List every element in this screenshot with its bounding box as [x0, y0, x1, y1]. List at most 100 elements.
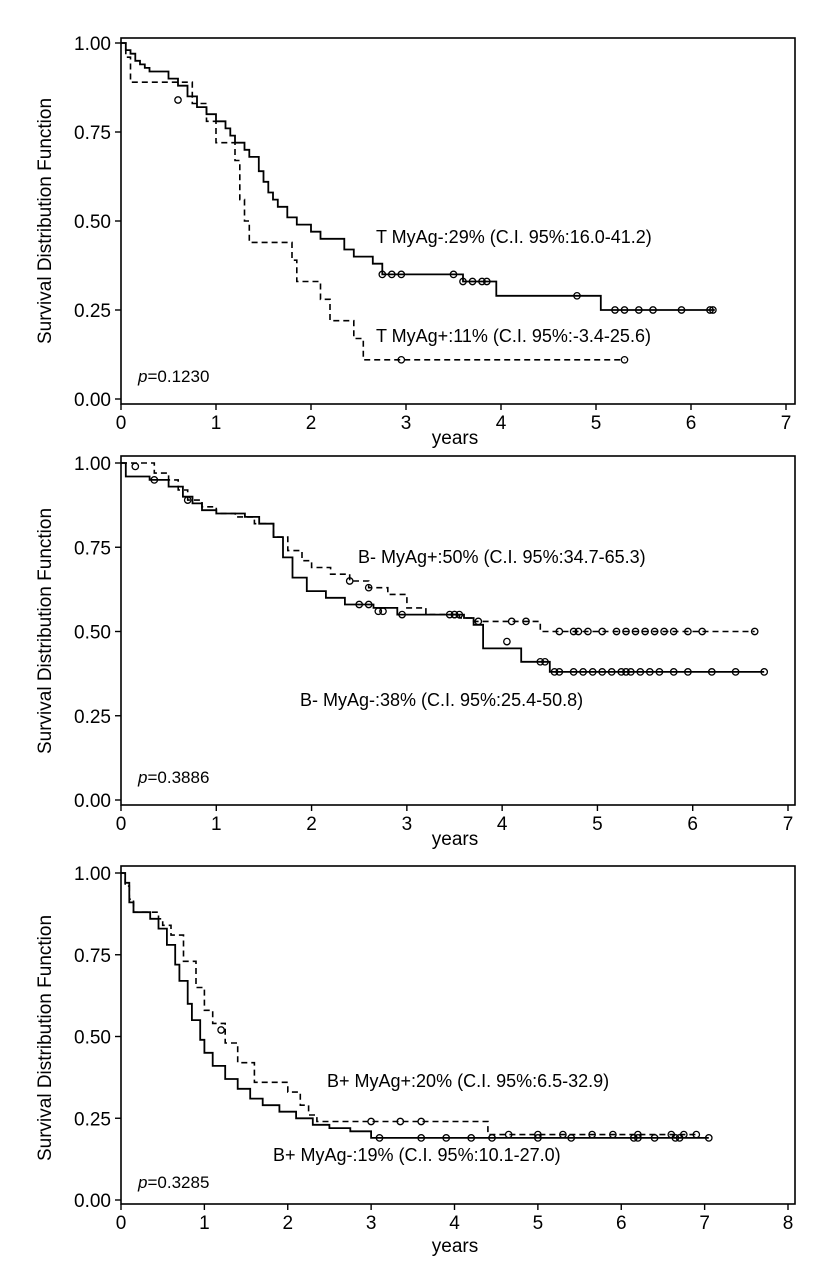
- censor-mark: [541, 657, 549, 666]
- axis-ticks: 0 1 2 3 4 5 6 7 8 0.00 0.25 0.50 0.75 1.00: [74, 864, 793, 1234]
- censor-mark: [622, 627, 630, 636]
- survival-curve-solid: [121, 462, 765, 673]
- censor-mark: [478, 277, 486, 286]
- censor-mark: [671, 1134, 680, 1142]
- x-tick-label: 1: [211, 413, 222, 434]
- censor-mark: [750, 627, 759, 636]
- x-tick-label: 3: [366, 1213, 377, 1234]
- y-tick-label: 0.00: [74, 1191, 111, 1212]
- censor-mark: [677, 306, 686, 314]
- x-tick-label: 3: [401, 413, 412, 434]
- censor-mark: [598, 627, 607, 636]
- censor-mark: [550, 668, 559, 676]
- x-tick-label: 1: [211, 814, 222, 835]
- censor-mark: [607, 668, 616, 676]
- y-tick-label: 0.50: [74, 1028, 111, 1049]
- censor-mark: [598, 668, 607, 676]
- x-tick-label: 0: [116, 814, 127, 835]
- censor-mark: [760, 668, 769, 676]
- censor-mark: [704, 1134, 713, 1142]
- y-tick-label: 0.25: [74, 301, 111, 322]
- censor-mark: [588, 668, 597, 676]
- x-tick-label: 2: [306, 814, 317, 835]
- series-label-t-myag-pos: T MyAg+:11% (C.I. 95%:-3.4-25.6): [376, 326, 651, 346]
- censor-mark: [649, 306, 657, 314]
- censor-mark: [620, 355, 629, 364]
- survival-curves: [121, 872, 713, 1142]
- censor-mark: [622, 668, 630, 676]
- p-value: p=0.3886: [137, 768, 209, 787]
- censor-mark: [417, 1117, 426, 1126]
- censor-mark: [459, 277, 467, 286]
- censor-mark: [375, 1134, 384, 1142]
- censor-mark: [612, 627, 621, 636]
- y-tick-label: 0.25: [74, 1109, 111, 1130]
- censor-mark: [660, 627, 668, 636]
- x-tick-label: 0: [116, 413, 127, 434]
- censor-mark: [367, 1117, 375, 1126]
- x-tick-label: 5: [591, 413, 602, 434]
- x-axis-title: years: [432, 829, 478, 850]
- censor-mark: [636, 668, 645, 676]
- series-label-b-neg-myag-pos: B- MyAg+:50% (C.I. 95%:34.7-65.3): [358, 547, 646, 567]
- censor-mark: [631, 627, 640, 636]
- censor-mark: [555, 668, 564, 676]
- censor-mark: [488, 1134, 496, 1142]
- plot-frame: [120, 455, 796, 806]
- censor-mark: [675, 1134, 684, 1142]
- censor-mark: [629, 1134, 638, 1142]
- p-value: p=0.3285: [137, 1173, 209, 1192]
- censor-mark: [569, 668, 578, 676]
- y-tick-label: 0.25: [74, 707, 111, 728]
- censor-mark: [355, 600, 364, 609]
- censor-mark: [174, 96, 182, 104]
- censor-mark: [707, 668, 716, 676]
- x-tick-label: 0: [116, 1213, 127, 1234]
- y-tick-label: 0.00: [74, 390, 111, 411]
- x-tick-label: 6: [687, 814, 698, 835]
- survival-curve-dashed: [121, 42, 625, 361]
- panel-b-pos-lineage: 0 1 2 3 4 5 6 7 8 0.00 0.25 0.50 0.75 1.00 B+ MyAg+:2…: [35, 864, 796, 1257]
- series-label-b-neg-myag-neg: B- MyAg-:38% (C.I. 95%:25.4-50.8): [300, 690, 583, 710]
- x-tick-label: 7: [781, 413, 792, 434]
- censor-mark: [522, 617, 530, 626]
- censor-mark: [569, 627, 578, 636]
- censor-mark: [706, 306, 714, 314]
- censor-mark: [482, 277, 491, 286]
- censor-mark: [650, 627, 659, 636]
- x-tick-label: 5: [533, 1213, 544, 1234]
- x-tick-label: 2: [306, 413, 317, 434]
- censor-mark: [467, 1134, 476, 1142]
- series-label-b-pos-myag-pos: B+ MyAg+:20% (C.I. 95%:6.5-32.9): [327, 1071, 609, 1091]
- censor-mark: [445, 610, 454, 619]
- censor-mark: [397, 270, 406, 279]
- censor-mark: [379, 607, 387, 616]
- x-tick-label: 5: [592, 814, 603, 835]
- x-axis-title: years: [432, 1236, 478, 1257]
- censor-mark: [617, 668, 626, 676]
- survival-curve-solid: [121, 872, 709, 1139]
- censor-mark: [417, 1134, 426, 1142]
- censor-mark: [684, 668, 692, 676]
- censor-mark: [641, 627, 649, 636]
- x-tick-label: 1: [199, 1213, 210, 1234]
- censor-mark: [364, 600, 373, 609]
- censor-mark: [150, 476, 159, 484]
- censor-mark: [374, 607, 383, 616]
- censor-mark: [450, 610, 459, 619]
- y-tick-label: 0.50: [74, 212, 111, 233]
- censor-mark: [567, 1134, 576, 1142]
- censor-mark: [655, 668, 664, 676]
- censor-mark: [555, 627, 564, 636]
- survival-curve-solid: [121, 42, 715, 311]
- survival-curves: [121, 42, 717, 364]
- censor-mark: [536, 657, 545, 666]
- censor-mark: [620, 306, 629, 314]
- x-axis-title: years: [432, 428, 478, 449]
- censor-mark: [345, 577, 354, 585]
- y-tick-label: 0.75: [74, 538, 111, 559]
- censor-mark: [731, 668, 740, 676]
- survival-curve-dashed: [121, 872, 697, 1136]
- censor-mark: [397, 355, 406, 364]
- axis-ticks: 0 1 2 3 4 5 6 7 0.00 0.25 0.50 0.75 1.00: [74, 34, 791, 434]
